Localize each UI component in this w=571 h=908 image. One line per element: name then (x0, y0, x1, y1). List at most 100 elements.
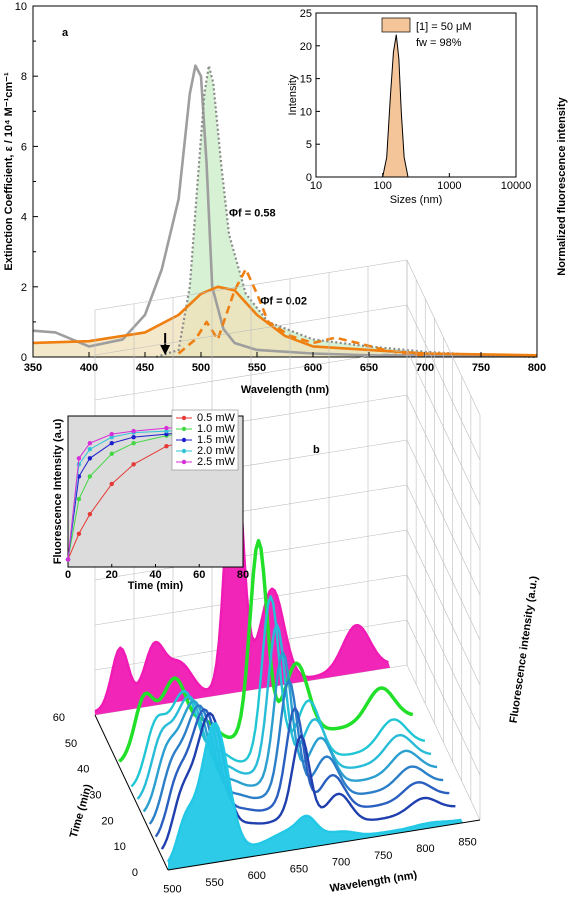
b-y-tick-label: 30 (89, 790, 101, 802)
y-tick-label: 4 (21, 212, 27, 224)
inset-b-point (131, 440, 136, 446)
inset-x-tick-label: 10000 (501, 180, 532, 192)
b-y-tick-label: 20 (101, 815, 113, 827)
series-fill-2 (33, 286, 537, 357)
inset-b-x-label: Time (min) (128, 580, 184, 592)
inset-y-tick-label: 15 (300, 74, 312, 86)
panel-label-a: a (62, 27, 69, 39)
inset-b-x-tick-label: 0 (65, 569, 71, 581)
panel-b-inset-chart: 0 20 40 60 80 Time (min) Fluorescence Intensit… (52, 409, 249, 592)
b-x-tick-label: 550 (205, 877, 223, 889)
b-y-axis-label: Time (min) (68, 783, 95, 840)
spectrum-line-t40 (118, 538, 414, 763)
legend-label-0: 0.5 mW (197, 412, 236, 424)
spectrum-line-t20 (142, 651, 438, 813)
x-tick-label: 750 (472, 362, 490, 374)
inset-b-point (87, 440, 93, 446)
inset-x-tick-label: 10 (310, 180, 322, 192)
b-x-tick-label: 600 (248, 870, 266, 882)
y-axis-label: Extinction Coefficient, ε / 10⁴ M⁻¹cm⁻¹ (3, 72, 15, 271)
spectrum-fill-t0 (168, 723, 464, 870)
y2-axis-label: Normalized fluorescence intensity (556, 96, 568, 275)
panel-a-inset-chart: 10 100 1000 10000 0 5 10 15 20 25 Sizes (nm) Intens… (287, 8, 531, 206)
quantum-yield-annotation-1: Φf = 0.02 (260, 295, 307, 307)
series-line-1 (155, 64, 538, 359)
inset-b-point (109, 481, 114, 487)
series-line-0 (32, 64, 537, 357)
inset-b-point (164, 425, 169, 431)
x-tick-label: 650 (360, 362, 378, 374)
x-tick-label: 350 (24, 362, 42, 374)
b-y-tick-label: 0 (132, 867, 138, 879)
spectrum-fill-t60 (95, 429, 391, 715)
inset-b-point (76, 496, 82, 502)
y-tick-label: 8 (21, 71, 27, 83)
y-tick-label: 6 (21, 141, 27, 153)
inset-b-point (109, 440, 114, 446)
spectrum-line-t15 (148, 678, 444, 825)
b-x-tick-label: 750 (374, 850, 392, 862)
inset-legend-swatch (381, 17, 411, 33)
inset-b-point (87, 511, 93, 517)
b-z-axis-label: Fluorescence intensity (a.u.) (508, 575, 541, 724)
panel-a-chart: 350 400 450 500 550 600 650 700 750 8000246810Wav… (3, 1, 568, 396)
legend-marker-3 (181, 448, 187, 454)
series-line-2 (32, 285, 538, 357)
time-axis (94, 714, 169, 871)
legend-label-3: 2.0 mW (197, 445, 236, 457)
inset-b-point (87, 456, 93, 461)
spectrum-line-t5 (160, 712, 456, 850)
inset-b-point (131, 462, 136, 467)
legend-label-4: 2.5 mW (197, 456, 236, 468)
series-line-3 (177, 267, 426, 357)
inset-x-tick-label: 1000 (437, 180, 461, 192)
inset-x-tick-label: 100 (373, 180, 391, 192)
inset-b-point (76, 456, 82, 461)
legend-marker-1 (181, 426, 187, 432)
wavelength-axis (167, 819, 481, 871)
inset-b-point (109, 451, 114, 456)
inset-b-point (131, 434, 136, 440)
x-tick-label: 500 (192, 362, 210, 374)
inset-y-label: Intensity (287, 74, 299, 115)
inset-y-tick-label: 5 (306, 139, 312, 151)
legend-marker-4 (181, 459, 187, 465)
inset-legend-label: [1] = 50 μM (416, 21, 472, 33)
inset-y-tick-label: 0 (306, 172, 312, 184)
inset-b-y-label: Fluorescence Intensity (a.u) (52, 418, 64, 564)
b-x-tick-label: 700 (332, 857, 350, 869)
x-tick-label: 400 (80, 362, 98, 374)
quantum-yield-annotation-0: Φf = 0.58 (229, 208, 276, 220)
inset-y-tick-label: 25 (300, 8, 312, 20)
size-distribution-area (382, 34, 409, 178)
inset-b-point (76, 531, 82, 536)
spectrum-line-t0 (166, 722, 462, 863)
inset-x-label: Sizes (nm) (390, 194, 443, 206)
b-y-tick-label: 40 (77, 764, 89, 776)
spectrum-line-t30 (130, 595, 426, 788)
legend-marker-2 (181, 437, 187, 443)
x-tick-label: 600 (304, 362, 322, 374)
inset-b-point (87, 447, 93, 452)
panel-label-b: b (313, 444, 320, 456)
inset-b-point (131, 428, 136, 434)
y-tick-label: 2 (21, 282, 27, 294)
b-y-tick-label: 10 (114, 841, 126, 853)
inset-b-point (87, 474, 93, 479)
b-x-tick-label: 500 (163, 884, 181, 896)
legend-marker-0 (181, 415, 187, 421)
b-x-tick-label: 650 (290, 863, 308, 875)
x-axis-label: Wavelength (nm) (241, 384, 330, 396)
x-tick-label: 550 (248, 362, 266, 374)
b-y-tick-label: 50 (65, 738, 77, 750)
inset-b-x-tick-label: 60 (193, 569, 205, 581)
x-tick-label: 800 (528, 362, 546, 374)
inset-b-point (109, 434, 114, 440)
inset-y-tick-label: 20 (300, 41, 312, 53)
inset-y-tick-label: 10 (300, 106, 312, 118)
spectrum-line-t25 (136, 623, 432, 800)
b-x-tick-label: 800 (416, 843, 434, 855)
y-tick-label: 0 (21, 352, 27, 364)
b-y-tick-label: 60 (53, 712, 65, 724)
